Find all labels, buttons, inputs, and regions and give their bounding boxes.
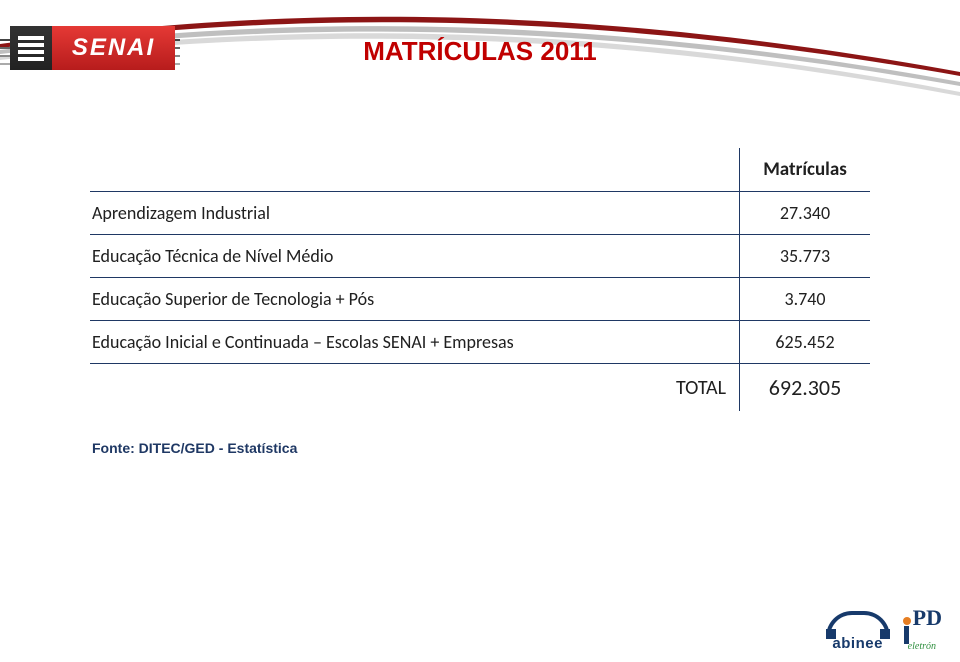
ipd-top: PD [902, 607, 942, 644]
table-header-label: Matrículas [740, 148, 870, 191]
abinee-arc-icon [826, 611, 890, 637]
slide: SENAI MATRÍCULAS 2011 Matrículas Aprendi… [0, 0, 960, 662]
ipd-pd-text: PD [913, 607, 942, 629]
table-header-blank [90, 149, 740, 191]
footer-logos: abinee PD eletrón [826, 607, 942, 652]
row-label: Educação Superior de Tecnologia + Pós [90, 278, 740, 320]
table-header-row: Matrículas [90, 148, 870, 191]
table-row: Aprendizagem Industrial 27.340 [90, 192, 870, 234]
ipd-sub-text: eletrón [908, 642, 936, 652]
ipd-i-icon [902, 617, 912, 644]
source-text: Fonte: DITEC/GED - Estatística [92, 440, 297, 456]
matriculas-table: Matrículas Aprendizagem Industrial 27.34… [90, 148, 870, 411]
abinee-text: abinee [832, 635, 883, 652]
table-row: Educação Técnica de Nível Médio 35.773 [90, 235, 870, 277]
abinee-logo: abinee [826, 611, 890, 652]
page-title: MATRÍCULAS 2011 [0, 36, 960, 67]
table-row: Educação Superior de Tecnologia + Pós 3.… [90, 278, 870, 320]
total-label: TOTAL [90, 366, 740, 410]
row-value: 3.740 [740, 278, 870, 320]
row-value: 35.773 [740, 235, 870, 277]
ipd-logo: PD eletrón [902, 607, 942, 652]
table-row: Educação Inicial e Continuada – Escolas … [90, 321, 870, 363]
row-label: Educação Inicial e Continuada – Escolas … [90, 321, 740, 363]
header-swoosh [0, 0, 960, 140]
table-vline [739, 148, 740, 411]
row-label: Aprendizagem Industrial [90, 192, 740, 234]
row-value: 27.340 [740, 192, 870, 234]
total-value: 692.305 [740, 364, 870, 411]
row-label: Educação Técnica de Nível Médio [90, 235, 740, 277]
row-value: 625.452 [740, 321, 870, 363]
table-total-row: TOTAL 692.305 [90, 364, 870, 411]
